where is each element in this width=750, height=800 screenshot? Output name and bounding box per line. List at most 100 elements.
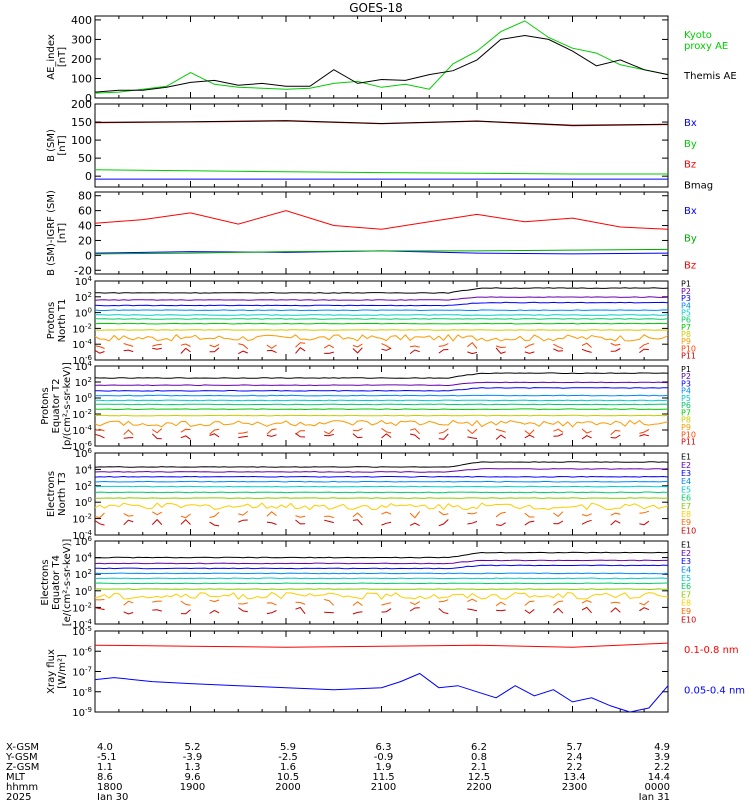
legend-entry: Bz <box>684 160 696 171</box>
legend-entry: E6 <box>681 582 691 591</box>
ephemeris-value: 2.4 <box>567 752 583 763</box>
ephemeris-value: 2.1 <box>471 762 487 773</box>
legend-entry: E9 <box>681 518 691 527</box>
y-axis-label: North T3 <box>57 472 68 516</box>
plot-area <box>95 287 668 355</box>
panel-5: 10-6 10-4 10-2 100 102 104 Protons Equator T2 [p… <box>40 360 696 453</box>
y-tick-label: 0 <box>85 249 92 262</box>
series-p11 <box>381 433 392 439</box>
series-p7 <box>95 408 668 411</box>
y-tick-label: 100 <box>75 392 92 405</box>
y-tick-label: 10-4 <box>72 529 92 542</box>
series-0-05-0-4-nm <box>95 672 668 712</box>
series-e9 <box>266 511 277 517</box>
series-e9 <box>352 601 363 606</box>
series-p10 <box>438 343 449 347</box>
series-p10 <box>323 344 335 349</box>
y-axis-label: Equator T2 <box>51 379 62 434</box>
series-p11 <box>238 350 248 355</box>
ephemeris-value: 12.5 <box>468 772 490 783</box>
y-axis-label: Xray flux <box>46 649 57 694</box>
legend-entry: P2 <box>681 287 691 296</box>
legend-entry: E9 <box>681 607 691 616</box>
series-e9 <box>438 599 449 603</box>
series-p10 <box>639 342 650 349</box>
series-p10 <box>495 345 506 349</box>
series-e9 <box>581 599 592 604</box>
series-p10 <box>323 428 335 435</box>
series-e8 <box>95 591 668 600</box>
y-tick-label: 102 <box>75 291 92 304</box>
legend-entry: E2 <box>681 461 691 470</box>
series-e10 <box>95 520 105 526</box>
series-p2 <box>95 381 668 387</box>
series-e10 <box>209 609 220 614</box>
legend-entry: Bx <box>684 118 697 129</box>
series-p11 <box>610 348 621 352</box>
series-p10 <box>381 343 392 350</box>
series-p11 <box>524 351 535 354</box>
series-e10 <box>467 520 478 525</box>
series-e9 <box>639 510 650 514</box>
series-p11 <box>238 435 248 439</box>
series-e9 <box>553 511 564 518</box>
y-axis-label: Protons <box>40 387 51 424</box>
y-axis-label: North T1 <box>57 299 68 343</box>
y-tick-label: 102 <box>75 568 92 581</box>
legend-entry: P9 <box>681 337 691 346</box>
series-p8 <box>95 414 668 417</box>
series-e9 <box>238 602 248 605</box>
series-p11 <box>123 349 134 353</box>
legend-entry: P3 <box>681 379 691 388</box>
panel-8: 10-9 10-8 10-7 10-6 10-5 Xray flux [W/m²] 0.1-0… <box>46 625 745 719</box>
series-e2 <box>95 468 668 473</box>
series-p10 <box>295 430 306 435</box>
plot-area <box>95 551 668 615</box>
series-p1 <box>95 287 668 294</box>
series-e10 <box>467 608 478 612</box>
series-e9 <box>152 511 163 516</box>
series-e9 <box>524 512 535 518</box>
legend-entry: P1 <box>681 365 691 374</box>
ephemeris-value: 2.2 <box>567 762 583 773</box>
series-e10 <box>581 519 592 525</box>
series-p11 <box>581 348 592 353</box>
panel-7: 10-4 10-2 100 102 104 106 Electrons Equator T4[… <box>40 535 696 631</box>
legend-entry: P4 <box>681 301 691 310</box>
legend: 0.1-0.8 nm 0.05-0.4 nm <box>684 645 745 697</box>
series-p10 <box>123 429 134 436</box>
series-e9 <box>123 513 134 517</box>
y-tick-label: 100 <box>75 496 92 509</box>
series-e7 <box>95 588 668 591</box>
series-e9 <box>324 599 335 606</box>
series-e9 <box>266 602 277 606</box>
series-e10 <box>209 521 220 527</box>
y-tick-label: 10-2 <box>72 601 92 614</box>
series-e10 <box>381 608 392 613</box>
y-tick-label: 106 <box>75 447 93 460</box>
series-p10 <box>238 343 249 350</box>
plot-area <box>95 372 668 440</box>
series-p11 <box>467 436 478 439</box>
y-tick-label: 104 <box>75 275 93 288</box>
legend-entry: E6 <box>681 494 691 503</box>
legend-entry: P7 <box>681 323 691 332</box>
series-e10 <box>639 607 650 612</box>
legend-entry: E3 <box>681 557 691 566</box>
series-p10 <box>467 428 478 435</box>
y-tick-label: 100 <box>71 72 92 85</box>
y-axis-label: [p/(cm²-s-sr-keV)] <box>62 362 73 450</box>
series-e9 <box>381 511 392 515</box>
series-e10 <box>581 606 592 614</box>
series-p10 <box>152 343 162 347</box>
y-tick-label: 100 <box>71 134 92 147</box>
series-e9 <box>295 515 306 518</box>
y-tick-label: 102 <box>75 376 92 389</box>
y-tick-label: 0 <box>85 170 92 183</box>
y-tick-label: 40 <box>78 220 92 233</box>
ephemeris-value: 1.3 <box>185 762 201 773</box>
y-axis-label: B (SM)-IGRF (SM) <box>46 190 57 276</box>
series-p3 <box>95 387 668 392</box>
